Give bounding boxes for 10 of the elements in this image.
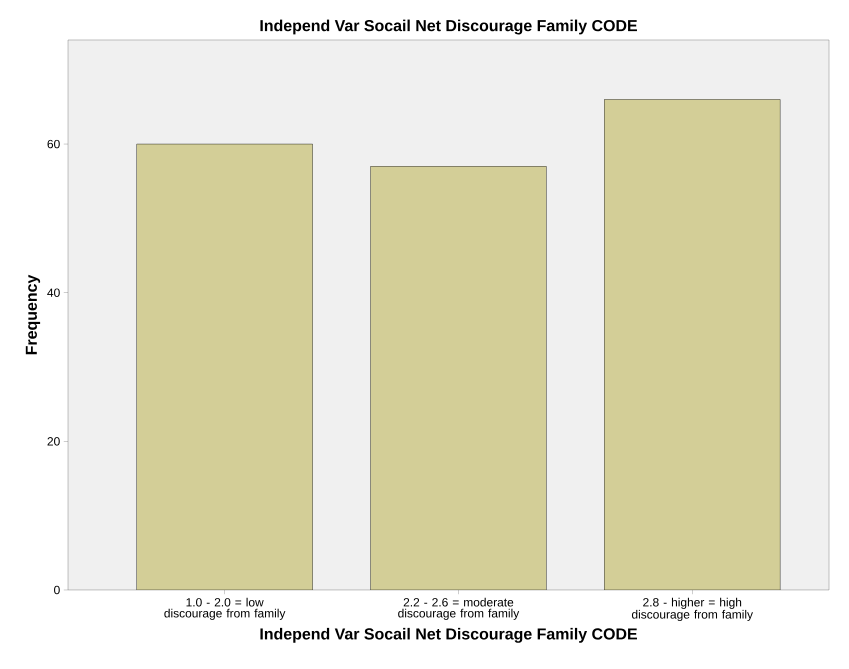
- y-tick-label: 40: [47, 288, 60, 297]
- x-tick-label: 2.8 - higher = high discourage from family: [632, 598, 753, 622]
- x-tick-label: 2.2 - 2.6 = moderate discourage from family: [398, 598, 520, 620]
- y-tick-label: 60: [48, 140, 60, 148]
- x-tick-label: 1.0 - 2.0 = low discourage from family: [164, 598, 286, 620]
- chart-title: Independ Var Socail Net Discourage Family CODE: [260, 20, 637, 34]
- y-axis-title: Frequency: [26, 274, 40, 354]
- x-axis-title: Independ Var Socail Net Discourage Family CODE: [260, 628, 637, 643]
- y-tick-label: 0: [54, 586, 60, 594]
- y-tick-label: 20: [48, 437, 60, 446]
